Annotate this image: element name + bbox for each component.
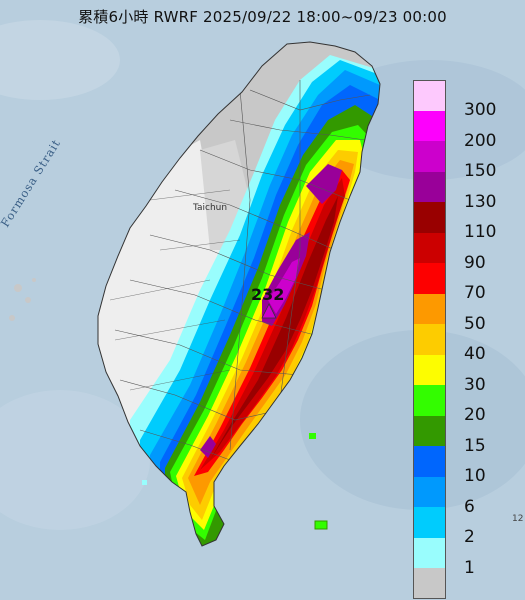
legend-row: 50: [413, 293, 513, 334]
rain-band-south-130: [200, 436, 216, 458]
legend-row: 300: [413, 80, 513, 120]
legend-row: [413, 568, 513, 599]
legend-swatch: [413, 507, 446, 538]
legend-swatch: [413, 232, 446, 263]
legend-row: 90: [413, 232, 513, 273]
legend-label: 300: [464, 100, 497, 120]
legend-row: 1: [413, 537, 513, 578]
max-value-label: 232: [251, 285, 285, 304]
legend-swatch: [413, 446, 446, 477]
legend-row: 10: [413, 446, 513, 486]
legend-label: 1: [464, 557, 475, 578]
legend-swatch: [413, 263, 446, 294]
legend-swatch: [413, 385, 446, 416]
taiwan-coastline: [97, 41, 381, 547]
legend-label: 70: [464, 283, 486, 303]
county-borders: [114, 80, 371, 461]
legend-row: 150: [413, 141, 513, 181]
legend-swatch: [413, 324, 446, 355]
legend-swatch: [413, 476, 446, 507]
legend-swatch: [413, 415, 446, 446]
liuqiu-island: [142, 480, 147, 485]
legend-label: 50: [464, 313, 486, 334]
penghu-islands: [9, 278, 36, 321]
legend-label: 200: [464, 130, 497, 151]
city-label: Taichun: [193, 203, 228, 213]
rainfall-legend: 300 200 150 130 110 90 70 50 40 30 20 15 10 6 2 1: [413, 80, 513, 599]
rivers: [109, 189, 241, 391]
legend-row: 70: [413, 263, 513, 303]
corner-text: 12: [512, 514, 524, 524]
legend-label: 130: [464, 191, 497, 212]
rain-band-130b: [306, 164, 342, 204]
legend-label: 110: [464, 222, 497, 242]
legend-swatch: [413, 293, 446, 324]
sea-light-patch: [0, 20, 120, 100]
map-title: 累積6小時 RWRF 2025/09/22 18:00~09/23 00:00: [78, 8, 447, 26]
legend-row: 130: [413, 171, 513, 212]
legend-row: 15: [413, 415, 513, 456]
rain-band-90: [200, 178, 345, 470]
legend-swatch: [413, 202, 446, 233]
green-island: [309, 433, 316, 439]
legend-row: 40: [413, 324, 513, 364]
legend-label: 90: [464, 252, 486, 273]
legend-row: 110: [413, 202, 513, 242]
orchid-island: [314, 520, 328, 530]
legend-row: 2: [413, 507, 513, 547]
legend-swatch: [413, 354, 446, 385]
legend-row: 30: [413, 354, 513, 395]
legend-swatch: [413, 110, 446, 141]
legend-row: 200: [413, 110, 513, 151]
legend-swatch: [413, 80, 446, 111]
legend-label: 30: [464, 374, 486, 395]
legend-swatch: [413, 568, 446, 599]
legend-row: 6: [413, 476, 513, 517]
sea-dark-patch-2: [300, 330, 525, 510]
legend-label: 2: [464, 527, 475, 547]
legend-label: 40: [464, 344, 486, 364]
legend-label: 150: [464, 161, 497, 181]
legend-swatch: [413, 537, 446, 568]
sea-light-patch-2: [0, 390, 150, 530]
legend-label: 20: [464, 405, 486, 425]
rain-band-110: [210, 196, 338, 460]
legend-label: 15: [464, 435, 486, 456]
legend-label: 6: [464, 496, 475, 517]
max-rain-marker-icon: [261, 303, 277, 319]
legend-swatch: [413, 171, 446, 202]
legend-row: 20: [413, 385, 513, 425]
rain-band-150: [268, 258, 300, 314]
legend-swatch: [413, 141, 446, 172]
legend-label: 10: [464, 466, 486, 486]
